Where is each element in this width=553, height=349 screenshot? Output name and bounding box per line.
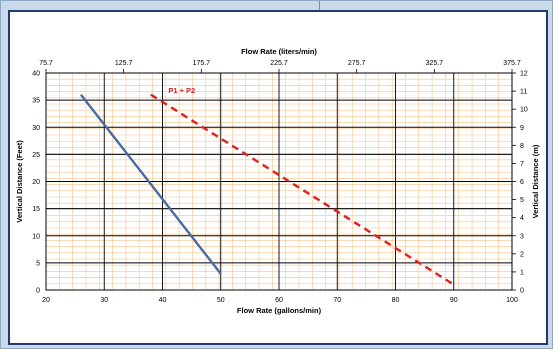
y-left-tick-label: 30 <box>32 125 40 132</box>
x-tick-label: 70 <box>333 297 341 304</box>
top-tick-label: 125.7 <box>115 60 133 67</box>
y-right-tick-label: 12 <box>520 71 528 78</box>
y-right-tick-label: 8 <box>520 143 524 150</box>
flow-rate-chart: 20 30 40 50 60 70 80 90 100051015202530354001234… <box>15 47 540 315</box>
x-tick-label: 100 <box>506 297 518 304</box>
y-left-tick-label: 5 <box>36 260 40 267</box>
top-axis-title: Flow Rate (liters/min) <box>241 47 317 56</box>
top-tick-label: 225.7 <box>270 60 288 67</box>
y-left-tick-label: 15 <box>32 206 40 213</box>
top-tick-label: 325.7 <box>426 60 444 67</box>
y-left-tick-label: 20 <box>32 179 40 186</box>
series-annotation-p1-p2: P1 + P2 <box>168 86 195 95</box>
x-tick-label: 20 <box>42 297 50 304</box>
x-tick-label: 80 <box>392 297 400 304</box>
y-right-tick-label: 6 <box>520 179 524 186</box>
x-tick-label: 40 <box>159 297 167 304</box>
y-left-axis-title: Vertical Distance (Feet) <box>15 140 24 223</box>
top-tick-label: 375.7 <box>503 60 521 67</box>
y-right-tick-label: 10 <box>520 107 528 114</box>
y-right-tick-label: 7 <box>520 161 524 168</box>
y-right-tick-label: 11 <box>520 89 527 96</box>
top-tick-label: 275.7 <box>348 60 366 67</box>
top-tick-label: 75.7 <box>39 60 53 67</box>
x-tick-label: 60 <box>275 297 283 304</box>
y-right-tick-label: 4 <box>520 215 524 222</box>
y-left-tick-label: 35 <box>32 98 40 105</box>
top-tick-label: 175.7 <box>193 60 211 67</box>
x-tick-label: 50 <box>217 297 225 304</box>
y-right-tick-label: 5 <box>520 197 524 204</box>
y-right-tick-label: 2 <box>520 251 524 258</box>
x-axis-title: Flow Rate (gallons/min) <box>237 306 322 315</box>
y-right-tick-label: 1 <box>520 269 524 276</box>
y-left-tick-label: 0 <box>36 288 40 295</box>
y-left-tick-label: 25 <box>32 152 40 159</box>
y-left-tick-label: 40 <box>32 71 40 78</box>
chart-panel: 20 30 40 50 60 70 80 90 100 0 5 10 15 20 25 30 35 40 0 1 2 3 4… <box>8 10 548 345</box>
y-left-tick-label: 10 <box>32 233 40 240</box>
x-tick-label: 30 <box>100 297 108 304</box>
y-right-tick-label: 9 <box>520 125 524 132</box>
x-tick-label: 90 <box>450 297 458 304</box>
y-right-tick-label: 0 <box>520 288 524 295</box>
window-divider <box>319 1 320 10</box>
y-right-axis-title: Vertical Distance (m) <box>531 144 540 218</box>
y-right-tick-label: 3 <box>520 233 524 240</box>
series-line-1 <box>80 93 222 275</box>
